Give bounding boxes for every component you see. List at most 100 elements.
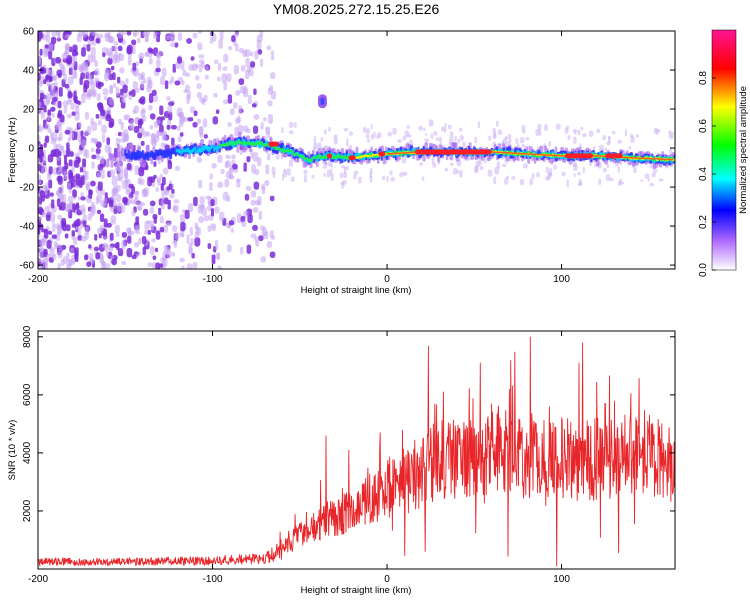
spectrogram-cell — [52, 222, 56, 233]
spectrogram-cell — [433, 130, 438, 136]
spectrogram-cell — [536, 172, 540, 178]
spectrogram-y-tick-label: -60 — [20, 261, 35, 272]
spectrogram-cell — [239, 86, 244, 94]
spectrogram-cell — [192, 261, 198, 269]
spectrogram-cell — [295, 152, 298, 156]
spectrogram-cell — [50, 82, 56, 91]
spectrogram-cell — [225, 154, 231, 160]
spectrogram-cell — [79, 77, 83, 85]
spectrogram-cell — [88, 244, 92, 249]
spectrogram-cell — [222, 191, 229, 201]
spectrogram-cell — [54, 148, 60, 158]
spectrogram-cell — [51, 234, 57, 239]
spectrogram-cell — [333, 134, 338, 140]
spectrogram-cell — [83, 83, 88, 93]
spectrogram-cell — [223, 81, 228, 91]
spectrogram-cell — [197, 42, 203, 51]
spectrogram-cell — [236, 213, 242, 224]
spectrogram-cell — [195, 75, 200, 81]
spectrogram-cell — [218, 62, 222, 71]
spectrogram-cell — [270, 120, 273, 124]
spectrogram-cell — [548, 141, 552, 147]
spectrogram-cell — [47, 109, 51, 117]
spectrogram-cell — [421, 176, 425, 181]
spectrogram-cell — [159, 124, 164, 133]
spectrogram-cell — [303, 169, 308, 175]
spectrogram-peak-cell — [326, 153, 333, 159]
spectrogram-cell — [101, 260, 105, 266]
spectrogram-x-tick-label: -200 — [28, 274, 48, 285]
spectrogram-cell — [186, 37, 193, 44]
spectrogram-y-tick-label: -40 — [20, 222, 35, 233]
spectrogram-cell — [333, 137, 338, 145]
spectrogram-cell — [106, 223, 112, 228]
colorbar-tick-label: 0.6 — [698, 119, 709, 133]
spectrogram-cell — [580, 126, 584, 131]
spectrogram-cell — [266, 143, 269, 147]
spectrogram-cell — [82, 92, 86, 97]
spectrogram-cell — [126, 46, 132, 55]
spectrogram-cell — [38, 100, 41, 110]
spectrogram-cell — [106, 31, 111, 39]
spectrogram-marks — [38, 31, 675, 269]
spectrogram-cell — [367, 138, 370, 143]
spectrogram-cell — [234, 142, 238, 146]
spectrogram-cell — [209, 181, 213, 191]
spectrogram-cell — [188, 247, 193, 255]
spectrogram-cell — [190, 238, 194, 246]
spectrogram-cell — [112, 83, 117, 88]
spectrogram-cell — [174, 80, 181, 86]
spectrogram-cell — [190, 106, 195, 114]
spectrogram-cell — [493, 130, 496, 138]
spectrogram-cell — [235, 90, 241, 96]
spectrogram-cell — [94, 233, 98, 241]
spectrogram-cell — [596, 128, 601, 134]
spectrogram-cell — [202, 118, 208, 128]
spectrogram-cell — [444, 126, 447, 133]
spectrogram-cell — [492, 127, 496, 132]
spectrogram-cell — [479, 165, 484, 171]
spectrogram-cell — [162, 167, 169, 175]
spectrogram-cell — [147, 262, 153, 267]
spectrogram-cell — [174, 232, 180, 240]
spectrogram-cell — [92, 89, 97, 97]
spectrogram-cell — [353, 170, 359, 176]
spectrogram-cell — [115, 232, 120, 238]
spectrogram-cell — [181, 265, 185, 269]
spectrogram-cell — [64, 207, 71, 213]
spectrogram-cell — [207, 243, 212, 250]
spectrogram-cell — [254, 50, 259, 60]
spectrogram-cell — [343, 127, 349, 132]
spectrogram-cell — [38, 257, 42, 263]
spectrogram-cell — [198, 179, 203, 189]
spectrogram-cell — [286, 168, 291, 176]
spectrogram-cell — [114, 46, 118, 54]
spectrogram-cell — [342, 179, 347, 185]
spectrogram-cell — [156, 53, 161, 60]
spectrogram-cell — [84, 254, 89, 261]
spectrogram-cell — [229, 173, 233, 179]
spectrogram-cell — [62, 100, 69, 107]
spectrogram-cell — [366, 128, 370, 134]
spectrogram-cell — [147, 47, 153, 53]
spectrogram-cell — [271, 166, 276, 175]
spectrogram-cell — [165, 34, 171, 41]
spectrogram-cell — [269, 195, 275, 202]
spectrogram-cell — [261, 184, 265, 191]
spectrogram-cell — [312, 156, 315, 160]
spectrogram-cell — [149, 93, 154, 104]
spectrogram-cell — [161, 135, 168, 141]
spectrogram-cell — [242, 141, 246, 146]
spectrogram-cell — [43, 79, 47, 85]
spectrogram-cell — [122, 84, 128, 94]
spectrogram-cell — [134, 225, 138, 234]
spectrogram-cell — [203, 134, 208, 139]
spectrogram-cell — [161, 176, 166, 186]
spectrogram-cell — [256, 39, 262, 50]
spectrogram-cell — [48, 166, 53, 175]
spectrogram-cell — [313, 136, 317, 145]
spectrogram-cell — [635, 134, 640, 138]
spectrogram-cell — [324, 155, 328, 159]
spectrogram-cell — [100, 168, 105, 179]
